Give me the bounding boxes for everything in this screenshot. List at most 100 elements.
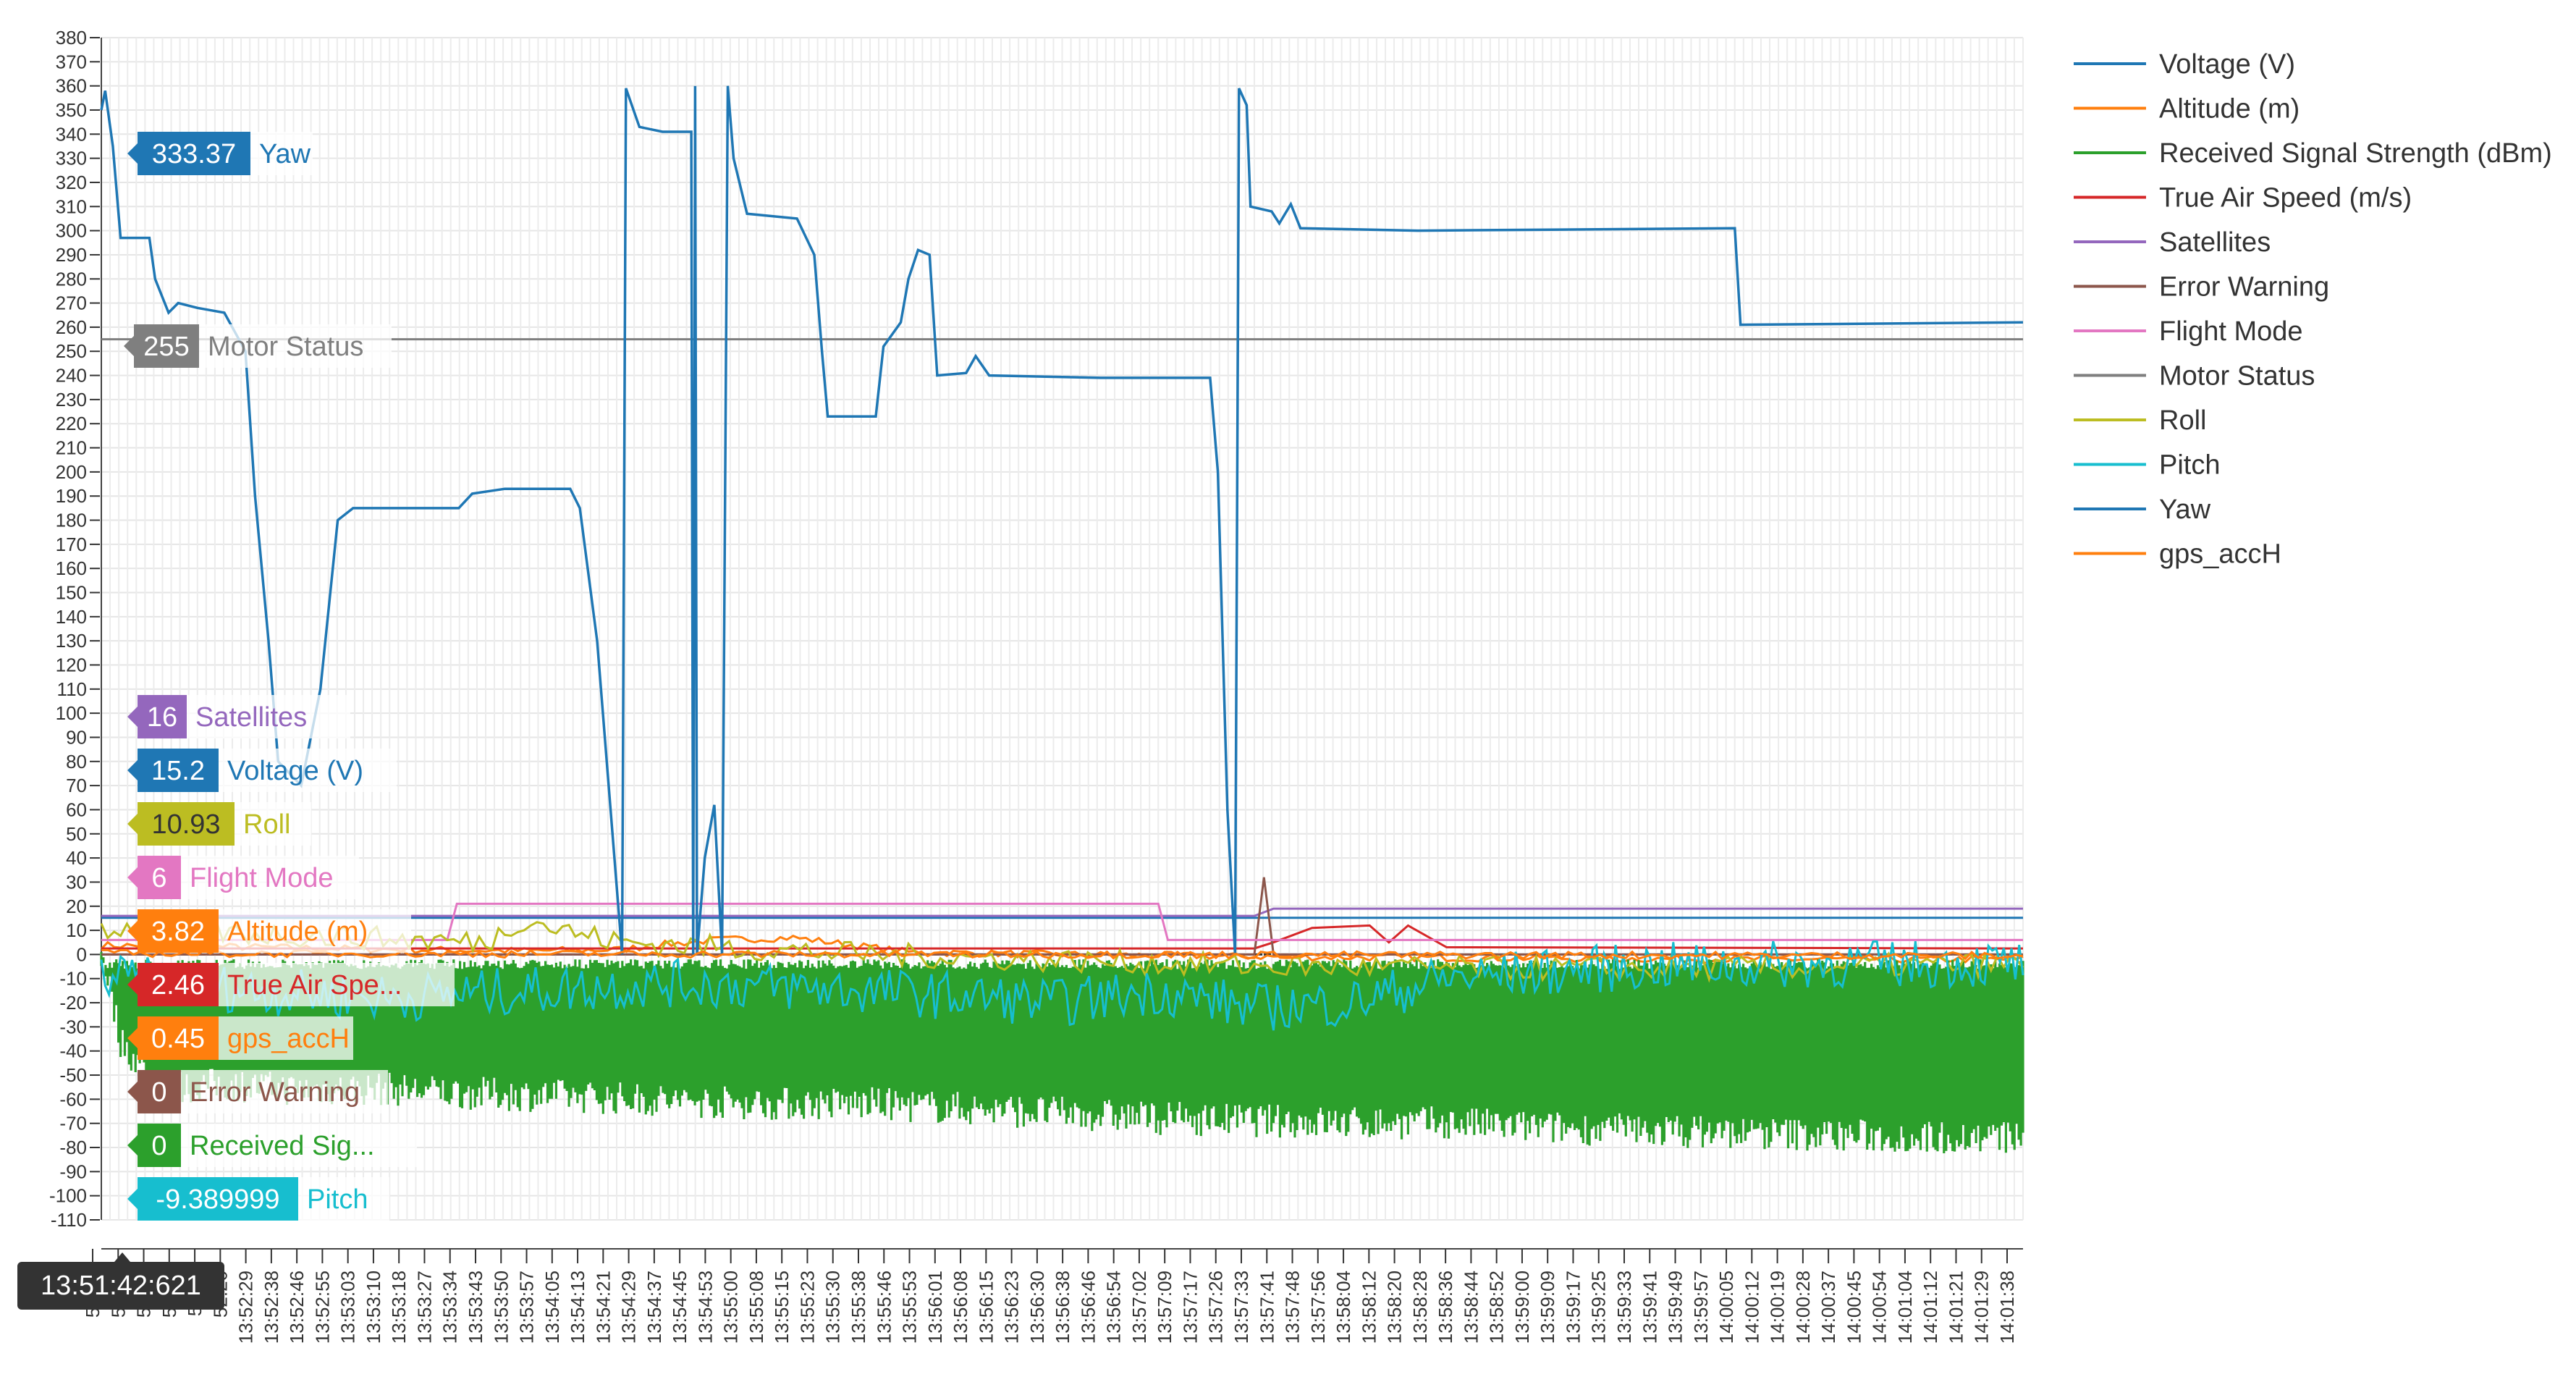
x-tick-label: 14:01:04 <box>1894 1271 1916 1344</box>
badge-pitch: -9.389999 Pitch <box>127 1177 389 1221</box>
x-tick-label: 13:58:20 <box>1384 1271 1406 1344</box>
badge-value: 15.2 <box>151 756 205 786</box>
series-error-warning[interactable] <box>101 877 2023 956</box>
y-tick-label: -40 <box>59 1040 87 1062</box>
badge-error-warning: 0 Error Warning <box>127 1070 388 1113</box>
legend-item-gps-acch[interactable]: gps_accH <box>2074 539 2281 570</box>
badge-name-bg <box>219 749 397 792</box>
x-tick-label: 13:54:13 <box>567 1271 588 1344</box>
y-tick-label: 30 <box>66 871 87 893</box>
badge-name-bg <box>187 695 350 738</box>
x-tick-label: 13:55:38 <box>848 1271 869 1344</box>
x-tick-label: 13:57:48 <box>1282 1271 1304 1344</box>
y-tick-label: 140 <box>56 606 87 628</box>
y-tick-label: -10 <box>59 968 87 990</box>
legend[interactable]: Voltage (V) Altitude (m) Received Signal S… <box>2074 49 2552 570</box>
x-tick-label: 14:00:19 <box>1767 1271 1789 1344</box>
x-tick-label: 14:00:45 <box>1843 1271 1865 1344</box>
badge-yaw: 333.37 Yaw <box>127 132 313 175</box>
legend-item-altitude-m[interactable]: Altitude (m) <box>2074 94 2300 125</box>
x-tick-label: 13:55:53 <box>899 1271 921 1344</box>
x-tick-label: 13:54:45 <box>669 1271 691 1344</box>
badge-value: 6 <box>151 863 166 893</box>
badge-pointer <box>124 336 134 356</box>
badge-value-box <box>138 909 219 953</box>
legend-item-received-signal-strength-dbm[interactable]: Received Signal Strength (dBm) <box>2074 138 2552 169</box>
y-tick-label: 160 <box>56 557 87 579</box>
badge-name-bg <box>199 324 392 368</box>
badge-name: Yaw <box>259 139 311 169</box>
legend-item-roll[interactable]: Roll <box>2074 405 2206 436</box>
y-tick-label: -90 <box>59 1161 87 1182</box>
badge-pointer <box>127 1189 138 1209</box>
series-satellites[interactable] <box>101 907 2023 917</box>
y-tick-label: 280 <box>56 268 87 290</box>
badge-pointer <box>127 867 138 888</box>
badge-value: 255 <box>143 332 189 362</box>
badge-name: Satellites <box>195 702 307 733</box>
legend-item-true-air-speed-m-s[interactable]: True Air Speed (m/s) <box>2074 183 2412 214</box>
y-tick-label: -70 <box>59 1113 87 1134</box>
y-tick-label: 240 <box>56 365 87 387</box>
x-tick-label: 13:55:00 <box>720 1271 742 1344</box>
y-tick-label: 200 <box>56 461 87 483</box>
badge-gps-acch: 0.45 gps_accH <box>127 1016 353 1060</box>
legend-item-flight-mode[interactable]: Flight Mode <box>2074 316 2303 347</box>
badge-value: 3.82 <box>151 917 205 947</box>
y-tick-label: 70 <box>66 775 87 796</box>
badge-value-box <box>134 324 199 368</box>
x-tick-label: 13:57:33 <box>1230 1271 1252 1344</box>
y-tick-label: 130 <box>56 630 87 652</box>
x-tick-label: 13:58:04 <box>1333 1271 1354 1344</box>
badge-satellites: 16 Satellites <box>127 695 350 738</box>
x-tick-label: 13:52:29 <box>235 1271 257 1344</box>
x-tick-label: 14:00:37 <box>1817 1271 1839 1344</box>
legend-item-pitch[interactable]: Pitch <box>2074 450 2220 481</box>
badge-name-bg <box>250 132 313 175</box>
badge-value-box <box>138 1124 181 1167</box>
x-tick-label: 13:54:29 <box>618 1271 640 1344</box>
badge-name-bg <box>181 856 359 899</box>
y-tick-label: 230 <box>56 389 87 410</box>
x-tick-label: 13:55:23 <box>796 1271 818 1344</box>
badge-roll: 10.93 Roll <box>127 802 311 846</box>
legend-item-satellites[interactable]: Satellites <box>2074 227 2271 258</box>
x-tick-label: 14:01:38 <box>1996 1271 2018 1344</box>
x-tick-label: 13:58:52 <box>1486 1271 1508 1344</box>
series-gps-acch[interactable] <box>101 948 2024 961</box>
x-tick-label: 13:56:23 <box>1001 1271 1023 1344</box>
x-tick-label: 13:55:30 <box>822 1271 844 1344</box>
series-yaw[interactable] <box>100 85 2024 955</box>
x-tick-label: 13:55:15 <box>771 1271 793 1344</box>
y-tick-label: 270 <box>56 292 87 314</box>
x-tick-label: 13:58:44 <box>1460 1271 1482 1344</box>
badge-value-box <box>138 856 181 899</box>
badge-value-box <box>138 1070 181 1113</box>
cursor-readout[interactable]: 13:51:42:621 <box>17 1252 224 1310</box>
legend-item-motor-status[interactable]: Motor Status <box>2074 361 2315 392</box>
x-tick-label: 13:56:46 <box>1077 1271 1099 1344</box>
legend-item-error-warning[interactable]: Error Warning <box>2074 272 2329 303</box>
x-tick-label: 13:57:02 <box>1128 1271 1150 1344</box>
y-tick-label: 100 <box>56 702 87 724</box>
badge-name: Pitch <box>307 1184 368 1215</box>
legend-item-yaw[interactable]: Yaw <box>2074 494 2211 525</box>
y-tick-label: 110 <box>57 678 87 700</box>
x-tick-label: 13:53:34 <box>439 1271 461 1344</box>
badge-value-box <box>138 963 219 1006</box>
y-tick-label: 50 <box>66 823 87 845</box>
y-tick-label: 120 <box>56 654 87 675</box>
legend-item-voltage-v[interactable]: Voltage (V) <box>2074 49 2295 80</box>
badge-name-bg <box>235 802 311 846</box>
x-tick-label: 13:56:30 <box>1026 1271 1048 1344</box>
badge-pointer <box>127 1082 138 1102</box>
x-tick-label: 13:58:12 <box>1358 1271 1380 1344</box>
badge-value: 333.37 <box>152 139 236 169</box>
x-tick-label: 13:54:53 <box>694 1271 716 1344</box>
y-tick-label: -20 <box>59 992 87 1014</box>
legend-label: gps_accH <box>2159 539 2281 570</box>
badge-value-box <box>138 802 235 846</box>
badge-received-signal-strength-dbm: 0 Received Sig... <box>127 1124 417 1167</box>
y-tick-label: 300 <box>56 220 87 242</box>
